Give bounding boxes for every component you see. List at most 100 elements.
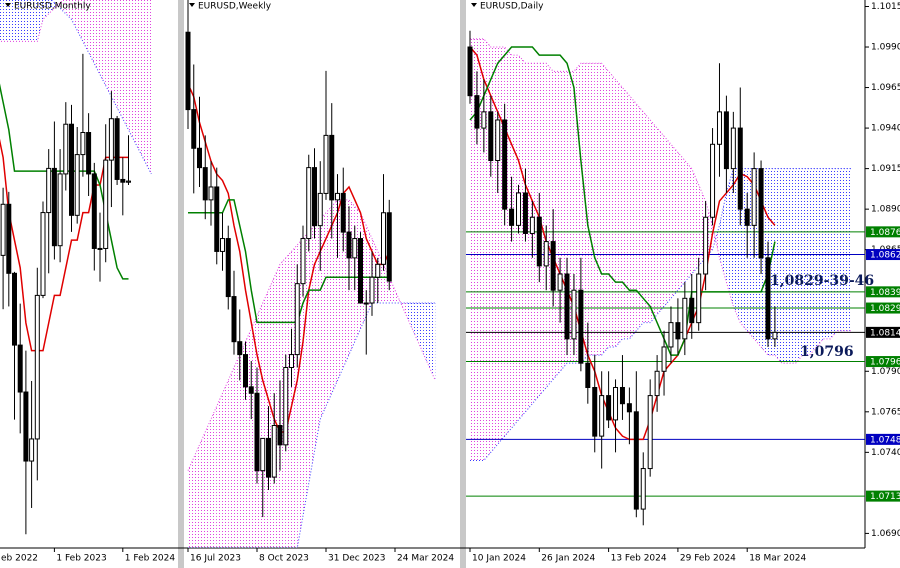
candle-body (346, 231, 352, 259)
ichimoku-cloud (251, 315, 257, 548)
candle-body (765, 257, 771, 340)
level-label-box (866, 356, 900, 368)
ichimoku-cloud (216, 393, 223, 548)
ichimoku-cloud (262, 290, 269, 548)
ichimoku-cloud (837, 168, 845, 331)
level-label: 1.0748 (870, 435, 900, 445)
candle-body (363, 302, 369, 305)
candle-body (668, 322, 674, 348)
ichimoku-cloud (285, 251, 292, 548)
candle-body (710, 143, 716, 218)
candle-body (529, 216, 535, 234)
candle-body (46, 167, 52, 214)
x-tick-label: 1 Feb 2023 (56, 554, 106, 564)
candle-body (86, 132, 92, 175)
ichimoku-cloud (205, 419, 211, 548)
candle-body (29, 438, 35, 462)
ichimoku-cloud (308, 225, 315, 484)
x-tick-label: 8 Oct 2023 (259, 554, 309, 564)
candle-body (578, 289, 584, 364)
ichimoku-cloud (518, 55, 526, 420)
ichimoku-cloud (423, 303, 430, 368)
ichimoku-cloud (111, 0, 118, 108)
candle-body (231, 296, 237, 343)
title-arrow (471, 3, 477, 7)
ichimoku-cloud (239, 341, 246, 548)
ichimoku-cloud (483, 38, 491, 461)
candle-body (91, 173, 97, 249)
ichimoku-cloud (774, 168, 782, 364)
y-tick-label: 1.0915 (871, 164, 900, 174)
ichimoku-cloud (830, 168, 838, 339)
candle-body (474, 95, 480, 129)
ichimoku-cloud (594, 63, 602, 356)
candle-body (197, 147, 202, 169)
x-tick-label: 24 Mar 2024 (397, 554, 454, 564)
candle-body (340, 192, 346, 233)
candle-body (488, 111, 494, 162)
candle-body (647, 395, 653, 470)
candle-body (661, 346, 667, 372)
candle-body (358, 238, 363, 304)
candle-body (114, 118, 120, 180)
candle-body (289, 354, 294, 368)
candle-body (80, 132, 86, 156)
candle-body (254, 392, 260, 472)
candle-body (509, 208, 515, 226)
ichimoku-cloud (274, 264, 280, 548)
ichimoku-cloud (105, 0, 112, 97)
ichimoku-cloud (816, 168, 824, 347)
candle-body (381, 212, 386, 265)
y-tick-label: 1.0940 (871, 124, 900, 134)
ichimoku-cloud (677, 152, 685, 291)
chart-panel (466, 30, 865, 526)
candle-body (557, 273, 563, 291)
candle-body (633, 411, 639, 510)
ichimoku-cloud (43, 0, 49, 20)
candle-body (536, 216, 542, 267)
ichimoku-cloud (94, 0, 100, 75)
candle-body (592, 386, 598, 437)
candle-body (758, 168, 764, 259)
level-label: 1.0829 (870, 304, 900, 314)
x-tick-label: 1 Feb 2024 (125, 554, 176, 564)
y-tick-label: 1.0965 (871, 83, 900, 93)
candle-body (6, 203, 12, 274)
candle-body (323, 134, 329, 194)
ichimoku-cloud (314, 219, 321, 452)
candle-body (682, 297, 688, 340)
ichimoku-cloud (511, 55, 519, 429)
level-label: 1.0876 (870, 228, 900, 238)
ichimoku-cloud (629, 95, 637, 339)
ichimoku-cloud (476, 38, 484, 461)
ichimoku-cloud (211, 406, 217, 548)
ichimoku-cloud (60, 0, 66, 14)
candle-body (74, 154, 80, 216)
kijun-line (469, 46, 776, 356)
candle-body (312, 167, 317, 227)
x-tick-label: 16 Jul 2023 (190, 554, 241, 564)
candle-body (375, 263, 381, 278)
ichimoku-cloud (412, 303, 418, 342)
level-label-box (866, 490, 900, 502)
candle-body (214, 186, 220, 252)
cloud-edge (470, 38, 852, 364)
y-tick-label: 1.0990 (871, 43, 900, 53)
candle-body (495, 119, 501, 162)
ichimoku-cloud (117, 0, 123, 119)
ichimoku-cloud (383, 264, 390, 304)
chart-panel (185, 0, 436, 548)
ichimoku-cloud (664, 136, 671, 307)
x-tick-label: 13 Feb 2024 (611, 554, 667, 564)
ichimoku-cloud (25, 0, 32, 42)
ichimoku-cloud (188, 457, 194, 548)
ichimoku-cloud (788, 168, 796, 364)
candle-body (12, 272, 17, 346)
candle-body (744, 208, 750, 226)
candle-body (599, 395, 605, 437)
candle-body (522, 192, 528, 234)
level-label-box (866, 226, 900, 238)
tenkan-line (469, 46, 776, 441)
ichimoku-cloud (719, 192, 727, 283)
level-label: 1.0839 (870, 288, 900, 298)
